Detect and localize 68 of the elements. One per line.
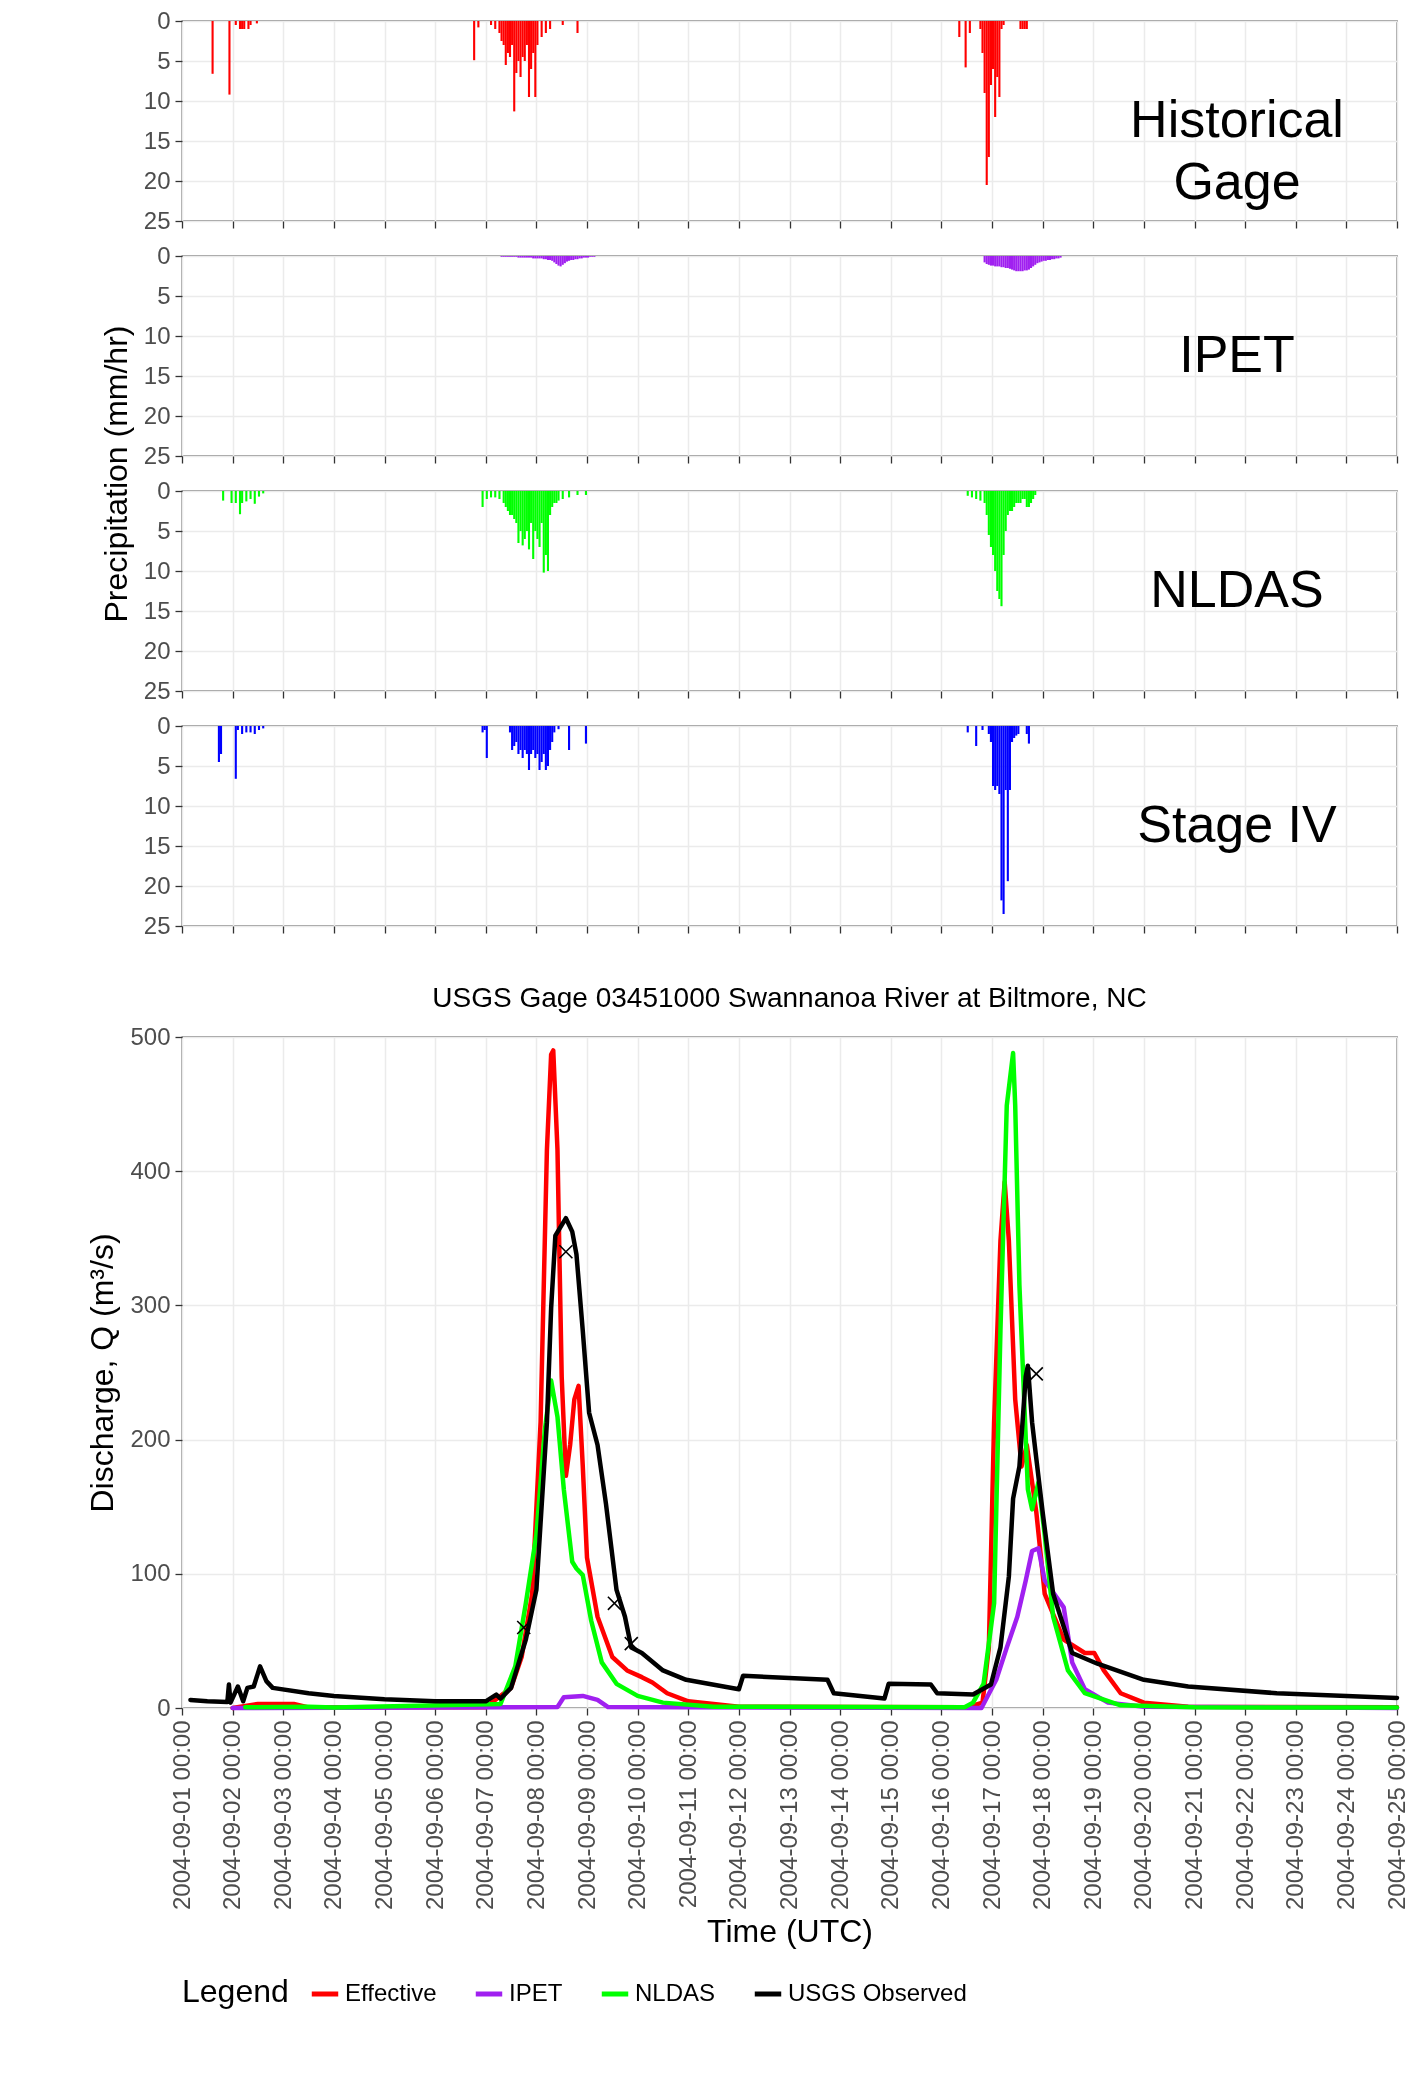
y-tick-label: 20 (143, 871, 171, 899)
y-tick-label: 5 (157, 46, 171, 74)
y-tick-label: 10 (143, 321, 171, 349)
x-tick-label: 2004-09-06 00:00 (420, 1720, 448, 1910)
x-tick-label: 2004-09-24 00:00 (1331, 1720, 1359, 1910)
y-tick-label: 5 (157, 281, 171, 309)
y-tick-label: 15 (143, 831, 171, 859)
text: NLDAS (1150, 560, 1324, 618)
y-tick-label: 10 (143, 86, 171, 114)
y-tick-label: 200 (130, 1425, 171, 1453)
y-tick-label: 15 (143, 126, 171, 154)
x-tick-label: 2004-09-23 00:00 (1281, 1720, 1309, 1910)
x-tick-label: 2004-09-03 00:00 (268, 1720, 296, 1910)
y-tick-label: 300 (130, 1290, 171, 1318)
y-tick-label: 15 (143, 596, 171, 624)
y-tick-label: 15 (143, 361, 171, 389)
text: Stage IV (1137, 795, 1338, 853)
y-tick-label: 5 (157, 516, 171, 544)
y-axis-title: Precipitation (mm/hr) (97, 325, 134, 623)
x-tick-label: 2004-09-04 00:00 (319, 1720, 347, 1910)
x-tick-label: 2004-09-08 00:00 (521, 1720, 549, 1910)
y-tick-label: 10 (143, 556, 171, 584)
y-tick-label: 20 (143, 401, 171, 429)
x-tick-label: 2004-09-25 00:00 (1382, 1720, 1410, 1910)
y-tick-label: 10 (143, 791, 171, 819)
y-tick-label: 500 (130, 1022, 171, 1050)
x-tick-label: 2004-09-01 00:00 (167, 1720, 195, 1910)
x-tick-label: 2004-09-21 00:00 (1180, 1720, 1207, 1910)
x-tick-label: 2004-09-15 00:00 (876, 1720, 904, 1910)
legend-title: Legend (182, 1973, 289, 2009)
x-tick-label: 2004-09-12 00:00 (724, 1720, 752, 1910)
x-axis-title: Time (UTC) (707, 1912, 873, 1949)
legend-label: IPET (509, 1979, 563, 2006)
x-tick-label: 2004-09-02 00:00 (218, 1720, 246, 1910)
x-tick-label: 2004-09-13 00:00 (775, 1720, 802, 1910)
x-tick-label: 2004-09-14 00:00 (825, 1720, 853, 1910)
y-tick-label: 25 (143, 676, 171, 704)
y-tick-label: 25 (143, 206, 171, 234)
y-tick-label: 0 (157, 1693, 171, 1721)
y-tick-label: 0 (157, 6, 171, 34)
x-tick-label: 2004-09-19 00:00 (1078, 1720, 1106, 1910)
y-tick-label: 100 (130, 1559, 171, 1587)
y-tick-label: 0 (157, 711, 171, 739)
x-tick-label: 2004-09-17 00:00 (977, 1720, 1005, 1910)
y-axis-title: Discharge, Q (m³/s) (84, 1233, 121, 1513)
x-tick-label: 2004-09-20 00:00 (1129, 1720, 1157, 1910)
x-tick-label: 2004-09-05 00:00 (370, 1720, 397, 1910)
y-tick-label: 25 (143, 441, 171, 469)
x-tick-label: 2004-09-18 00:00 (1028, 1720, 1056, 1910)
y-tick-label: 20 (143, 636, 171, 664)
y-tick-label: 0 (157, 241, 171, 269)
legend-label: NLDAS (635, 1979, 716, 2006)
x-tick-label: 2004-09-10 00:00 (623, 1720, 651, 1910)
y-tick-label: 400 (130, 1156, 171, 1184)
x-tick-label: 2004-09-07 00:00 (471, 1720, 499, 1910)
x-tick-label: 2004-09-11 00:00 (673, 1720, 701, 1909)
y-tick-label: 20 (143, 166, 171, 194)
x-tick-label: 2004-09-16 00:00 (926, 1720, 954, 1910)
y-tick-label: 0 (157, 476, 171, 504)
legend-label: USGS Observed (788, 1979, 967, 2006)
x-tick-label: 2004-09-09 00:00 (572, 1720, 600, 1910)
chart-title: USGS Gage 03451000 Swannanoa River at Biltmore, NC (432, 982, 1147, 1013)
legend-label: Effective (345, 1979, 437, 2006)
x-tick-label: 2004-09-22 00:00 (1230, 1720, 1258, 1910)
y-tick-label: 25 (143, 911, 171, 939)
text: IPET (1179, 325, 1295, 383)
text: Historical Gage (1130, 90, 1344, 210)
y-tick-label: 5 (157, 751, 171, 779)
